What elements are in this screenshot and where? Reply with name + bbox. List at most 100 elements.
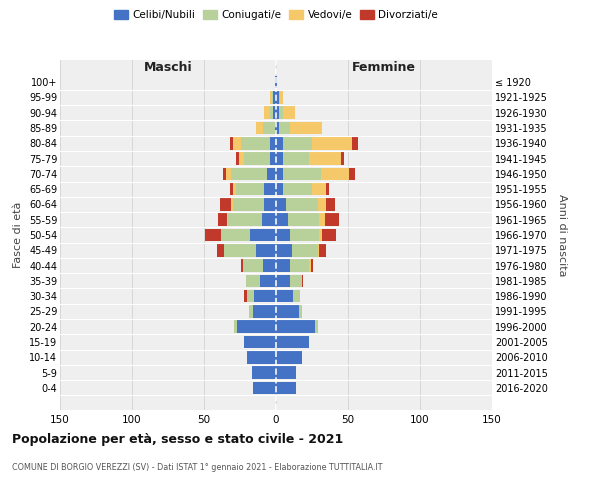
Bar — [276, 366, 296, 379]
Bar — [311, 260, 313, 272]
Bar — [241, 260, 243, 272]
Bar — [319, 228, 322, 241]
Bar — [279, 106, 283, 119]
Bar — [276, 137, 283, 149]
Bar — [265, 183, 276, 196]
Bar — [352, 137, 358, 149]
Bar — [312, 183, 326, 196]
Bar — [234, 320, 237, 333]
Bar — [322, 228, 337, 241]
Bar — [236, 152, 239, 165]
Bar — [263, 122, 275, 134]
Bar — [256, 244, 276, 256]
Bar — [273, 91, 276, 104]
Bar — [276, 274, 290, 287]
Bar — [315, 320, 318, 333]
Bar — [236, 183, 265, 196]
Bar — [276, 214, 287, 226]
Bar — [268, 168, 276, 180]
Bar — [276, 76, 277, 88]
Bar — [256, 122, 263, 134]
Bar — [244, 290, 247, 302]
Bar — [217, 244, 224, 256]
Bar — [276, 305, 299, 318]
Bar — [272, 91, 273, 104]
Bar — [248, 305, 253, 318]
Bar — [224, 244, 256, 256]
Text: Maschi: Maschi — [143, 61, 193, 74]
Bar — [273, 106, 276, 119]
Bar — [276, 122, 279, 134]
Text: Popolazione per età, sesso e stato civile - 2021: Popolazione per età, sesso e stato civil… — [12, 432, 343, 446]
Bar — [237, 320, 276, 333]
Bar — [276, 228, 290, 241]
Bar — [232, 168, 268, 180]
Bar — [326, 183, 329, 196]
Bar — [223, 168, 226, 180]
Bar — [205, 228, 221, 241]
Bar — [276, 244, 292, 256]
Bar — [275, 76, 276, 88]
Bar — [290, 274, 302, 287]
Bar — [230, 183, 233, 196]
Bar — [276, 336, 309, 348]
Bar — [275, 122, 276, 134]
Bar — [263, 260, 276, 272]
Bar — [326, 198, 335, 210]
Bar — [283, 183, 312, 196]
Bar — [283, 168, 320, 180]
Bar — [276, 351, 302, 364]
Bar — [290, 122, 322, 134]
Text: COMUNE DI BORGIO VEREZZI (SV) - Dati ISTAT 1° gennaio 2021 - Elaborazione TUTTIT: COMUNE DI BORGIO VEREZZI (SV) - Dati IST… — [12, 462, 383, 471]
Bar — [276, 198, 286, 210]
Bar — [276, 91, 279, 104]
Bar — [319, 214, 325, 226]
Bar — [243, 260, 263, 272]
Bar — [244, 336, 276, 348]
Bar — [283, 137, 312, 149]
Bar — [302, 274, 304, 287]
Bar — [270, 91, 272, 104]
Bar — [227, 214, 229, 226]
Bar — [279, 122, 290, 134]
Bar — [286, 198, 318, 210]
Bar — [265, 198, 276, 210]
Bar — [299, 305, 302, 318]
Bar — [220, 198, 232, 210]
Bar — [292, 244, 318, 256]
Bar — [233, 137, 241, 149]
Bar — [325, 214, 340, 226]
Bar — [318, 198, 326, 210]
Bar — [287, 214, 319, 226]
Bar — [276, 290, 293, 302]
Bar — [276, 183, 283, 196]
Bar — [232, 198, 233, 210]
Bar — [233, 198, 265, 210]
Bar — [290, 228, 319, 241]
Bar — [276, 152, 283, 165]
Y-axis label: Fasce di età: Fasce di età — [13, 202, 23, 268]
Bar — [221, 228, 250, 241]
Bar — [341, 152, 344, 165]
Bar — [226, 168, 232, 180]
Bar — [239, 152, 244, 165]
Bar — [244, 152, 270, 165]
Bar — [276, 260, 290, 272]
Bar — [247, 290, 254, 302]
Bar — [283, 106, 295, 119]
Bar — [218, 214, 227, 226]
Bar — [247, 351, 276, 364]
Legend: Celibi/Nubili, Coniugati/e, Vedovi/e, Divorziati/e: Celibi/Nubili, Coniugati/e, Vedovi/e, Di… — [112, 8, 440, 22]
Bar — [276, 382, 296, 394]
Bar — [318, 244, 319, 256]
Bar — [279, 91, 280, 104]
Bar — [229, 214, 262, 226]
Bar — [276, 106, 279, 119]
Bar — [253, 305, 276, 318]
Y-axis label: Anni di nascita: Anni di nascita — [557, 194, 567, 276]
Bar — [253, 382, 276, 394]
Bar — [262, 214, 276, 226]
Bar — [309, 152, 341, 165]
Bar — [280, 91, 283, 104]
Bar — [349, 168, 355, 180]
